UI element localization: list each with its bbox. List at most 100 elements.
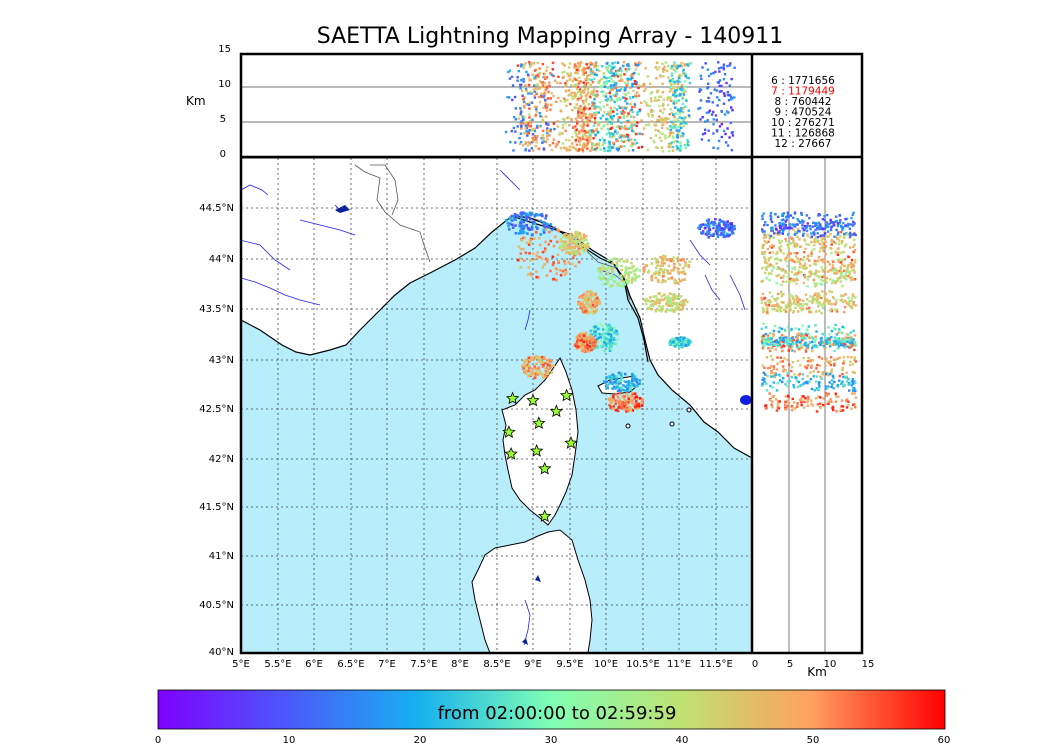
side-source-point xyxy=(843,264,846,268)
side-source-point xyxy=(802,356,805,360)
side-source-point xyxy=(804,381,807,384)
lightning-source-point xyxy=(670,276,674,280)
lightning-source-point xyxy=(551,255,555,259)
lightning-source-point xyxy=(706,230,709,234)
lightning-source-point xyxy=(588,345,592,348)
altitude-source-point xyxy=(623,89,627,92)
side-source-point xyxy=(797,300,800,304)
side-source-point xyxy=(791,259,794,263)
altitude-source-point xyxy=(641,132,644,136)
side-source-point xyxy=(796,235,799,239)
altitude-source-point xyxy=(584,77,588,80)
side-source-point xyxy=(795,277,798,280)
altitude-source-point xyxy=(646,75,649,78)
lightning-source-point xyxy=(587,337,591,340)
side-source-point xyxy=(776,400,780,403)
altitude-source-point xyxy=(539,114,542,118)
side-source-point xyxy=(837,345,841,348)
altitude-source-point xyxy=(619,136,623,139)
panel-frames xyxy=(239,52,864,655)
lightning-source-point xyxy=(671,337,675,341)
side-source-point xyxy=(838,239,841,243)
lightning-source-point xyxy=(657,280,660,284)
side-source-point xyxy=(778,224,782,228)
side-source-point xyxy=(821,227,824,230)
altitude-source-point xyxy=(672,124,676,128)
lightning-source-point xyxy=(604,344,608,348)
lightning-source-point xyxy=(648,300,652,303)
side-source-point xyxy=(842,250,845,254)
lightning-source-point xyxy=(683,278,686,281)
lat-tick: 40°N xyxy=(209,647,234,658)
side-source-point xyxy=(849,338,852,342)
lightning-source-point xyxy=(683,339,687,342)
lightning-source-point xyxy=(660,280,664,284)
altitude-source-point xyxy=(667,117,670,121)
side-source-point xyxy=(817,370,820,374)
altitude-source-point xyxy=(624,140,627,143)
altitude-source-point xyxy=(568,139,571,142)
side-source-point xyxy=(764,404,768,407)
side-source-point xyxy=(798,271,802,274)
side-source-point xyxy=(761,364,765,367)
altitude-source-point xyxy=(689,62,692,65)
lightning-source-point xyxy=(623,372,627,376)
side-source-point xyxy=(786,264,789,268)
altitude-source-point xyxy=(544,98,547,102)
lightning-source-point xyxy=(543,366,547,370)
altitude-source-point xyxy=(617,147,621,151)
lightning-source-point xyxy=(668,258,672,261)
altitude-source-point xyxy=(571,108,574,112)
side-source-point xyxy=(781,224,784,227)
lightning-source-point xyxy=(602,275,606,278)
side-source-point xyxy=(769,364,773,368)
side-source-point xyxy=(834,302,837,306)
altitude-source-point xyxy=(599,148,602,151)
altitude-source-point xyxy=(593,71,596,75)
altitude-source-point xyxy=(681,132,684,135)
lightning-source-point xyxy=(584,249,588,252)
altitude-source-point xyxy=(623,96,626,100)
side-source-point xyxy=(761,378,764,382)
altitude-source-point xyxy=(618,73,621,77)
alt-ytick-15: 15 xyxy=(218,44,231,55)
side-source-point xyxy=(848,341,852,345)
lightning-source-point xyxy=(708,228,712,232)
side-source-point xyxy=(765,356,769,359)
altitude-source-point xyxy=(610,84,613,87)
alt-ylabel: Km xyxy=(186,94,206,108)
altitude-source-point xyxy=(583,84,586,87)
side-source-point xyxy=(790,366,794,369)
side-source-point xyxy=(817,387,820,390)
lightning-source-point xyxy=(626,282,630,285)
lightning-source-point xyxy=(612,336,616,340)
side-source-point xyxy=(782,301,785,304)
side-source-point xyxy=(838,374,841,378)
lightning-source-point xyxy=(675,297,679,300)
altitude-source-point xyxy=(627,67,630,71)
altitude-source-point xyxy=(678,149,682,152)
side-source-point xyxy=(852,338,855,341)
side-source-point xyxy=(812,248,816,251)
lightning-source-point xyxy=(610,397,613,400)
side-source-point xyxy=(784,310,788,313)
lightning-source-point xyxy=(551,277,555,281)
side-source-point xyxy=(840,295,843,298)
lightning-source-point xyxy=(725,232,729,236)
side-source-point xyxy=(821,268,824,272)
lightning-source-point xyxy=(556,253,560,257)
side-source-point xyxy=(792,278,795,281)
altitude-source-point xyxy=(582,107,586,110)
side-source-point xyxy=(843,337,846,340)
side-source-point xyxy=(846,232,849,236)
lightning-source-point xyxy=(614,402,617,406)
altitude-source-point xyxy=(528,78,531,81)
side-source-point xyxy=(841,284,844,288)
side-source-point xyxy=(792,238,795,242)
side-source-point xyxy=(828,372,832,376)
lightning-source-point xyxy=(622,285,625,288)
lightning-source-point xyxy=(655,266,658,269)
lightning-source-point xyxy=(526,363,530,367)
altitude-source-point xyxy=(571,95,574,98)
altitude-source-point xyxy=(619,127,622,130)
